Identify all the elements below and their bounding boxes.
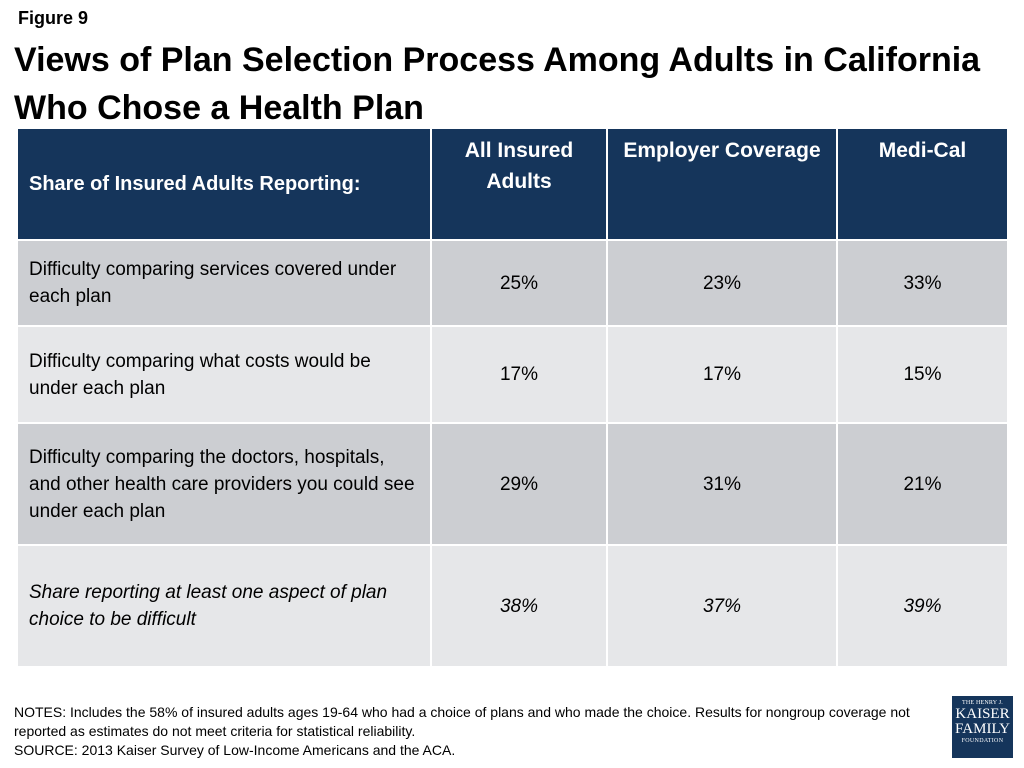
logo-line: THE HENRY J. xyxy=(961,700,1003,706)
kff-logo: THE HENRY J. KAISER FAMILY FOUNDATION xyxy=(952,696,1013,758)
source-text: SOURCE: 2013 Kaiser Survey of Low-Income… xyxy=(14,742,456,758)
logo-line: FOUNDATION xyxy=(961,738,1004,744)
cell-value: 31% xyxy=(606,422,838,546)
row-label: Difficulty comparing what costs would be… xyxy=(16,325,432,424)
table-row: Difficulty comparing the doctors, hospit… xyxy=(16,422,1009,546)
cell-value: 39% xyxy=(836,544,1009,668)
cell-value: 38% xyxy=(430,544,608,668)
cell-value: 17% xyxy=(606,325,838,424)
table-row: Difficulty comparing what costs would be… xyxy=(16,325,1009,424)
cell-value: 23% xyxy=(606,239,838,327)
notes-text: NOTES: Includes the 58% of insured adult… xyxy=(14,704,910,739)
cell-value: 21% xyxy=(836,422,1009,546)
page-title: Views of Plan Selection Process Among Ad… xyxy=(14,41,981,127)
footnotes: NOTES: Includes the 58% of insured adult… xyxy=(14,703,924,760)
row-label: Difficulty comparing the doctors, hospit… xyxy=(16,422,432,546)
cell-value: 37% xyxy=(606,544,838,668)
cell-value: 17% xyxy=(430,325,608,424)
column-header: All Insured Adults xyxy=(430,127,608,241)
cell-value: 25% xyxy=(430,239,608,327)
row-header-label: Share of Insured Adults Reporting: xyxy=(16,127,432,241)
table-row-summary: Share reporting at least one aspect of p… xyxy=(16,544,1009,668)
column-header: Employer Coverage xyxy=(606,127,838,241)
logo-line: KAISER xyxy=(955,706,1010,722)
table-row: Difficulty comparing services covered un… xyxy=(16,239,1009,327)
logo-line: FAMILY xyxy=(955,721,1010,737)
cell-value: 15% xyxy=(836,325,1009,424)
row-label: Difficulty comparing services covered un… xyxy=(16,239,432,327)
row-label: Share reporting at least one aspect of p… xyxy=(16,544,432,668)
cell-value: 33% xyxy=(836,239,1009,327)
figure-label: Figure 9 xyxy=(18,8,89,28)
table-header-row: Share of Insured Adults Reporting: All I… xyxy=(16,127,1009,241)
data-table: Share of Insured Adults Reporting: All I… xyxy=(16,127,1009,668)
cell-value: 29% xyxy=(430,422,608,546)
column-header: Medi-Cal xyxy=(836,127,1009,241)
